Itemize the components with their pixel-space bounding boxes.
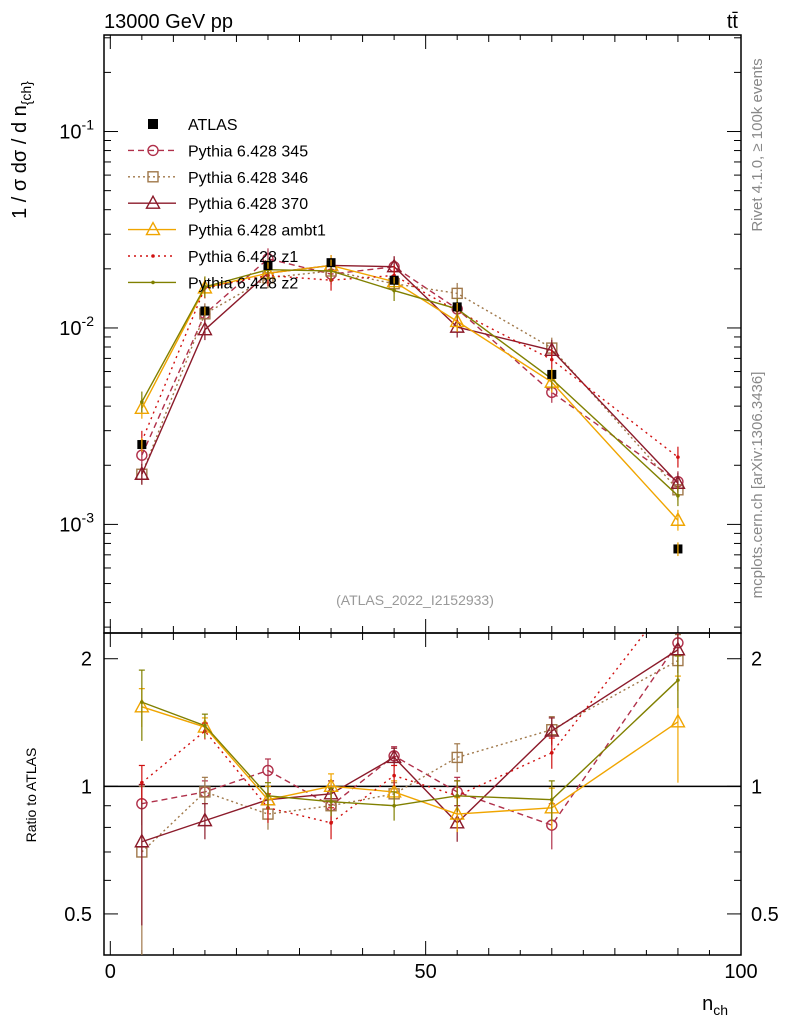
main-panel: 10-3 10-2 10-1 [59, 34, 742, 634]
ratio-marker [676, 589, 680, 593]
ratio-marker [197, 812, 213, 827]
ratio-marker [392, 803, 396, 808]
series-marker [197, 321, 213, 336]
series-line [141, 264, 679, 484]
legend-label: Pythia 6.428 z2 [188, 275, 298, 292]
ratio-marker [329, 799, 333, 804]
series-line [141, 274, 679, 458]
ratio-marker [266, 793, 270, 798]
ratio-tick-label: 2 [81, 649, 92, 671]
legend-marker [145, 221, 161, 236]
main-series-group [134, 248, 686, 557]
ratio-tick-label: 1 [81, 776, 92, 798]
ratio-marker [455, 793, 459, 798]
collision-energy-label: 13000 GeV pp [104, 11, 233, 33]
x-axis-label: nch [702, 993, 728, 1018]
series-line [141, 258, 679, 483]
legend-marker [147, 171, 159, 183]
legend: ATLAS Pythia 6.428 345 Pythia 6.428 346 Pyt… [128, 117, 326, 292]
series-marker [140, 400, 144, 404]
legend-marker [147, 144, 159, 157]
legend-label: Pythia 6.428 ambt1 [188, 223, 326, 240]
ratio-line [141, 642, 679, 826]
ratio-marker [449, 805, 465, 820]
ratio-marker [203, 723, 207, 728]
ratio-frame [103, 632, 742, 956]
legend-label: ATLAS [188, 117, 238, 134]
legend-label: Pythia 6.428 370 [188, 196, 308, 213]
analysis-label: (ATLAS_2022_I2152933) [336, 592, 494, 608]
series-line [141, 270, 679, 491]
x-tick-label: 50 [415, 961, 437, 983]
ratio-line [141, 649, 679, 843]
series-marker [134, 399, 150, 414]
ratio-panel: 0 50 100 0.5 0.5 1 1 2 2 [64, 589, 779, 983]
ratio-marker [451, 751, 463, 764]
legend-marker [145, 194, 161, 209]
ratio-marker [549, 750, 554, 755]
ratio-line [141, 706, 679, 815]
ratio-marker [134, 833, 150, 848]
ratio-y-axis-label: Ratio to ATLAS [23, 748, 39, 843]
y-tick-label: 10-3 [59, 509, 94, 536]
series-marker [549, 357, 554, 362]
ratio-marker [199, 786, 211, 798]
series-line [141, 264, 679, 521]
mcplots-label: mcplots.cern.ch [arXiv:1306.3436] [749, 372, 766, 599]
ratio-marker [329, 821, 333, 825]
x-tick-label: 0 [105, 961, 116, 983]
ratio-marker [392, 773, 396, 778]
process-label: tt̄ [727, 11, 739, 33]
series-line [141, 268, 679, 497]
ratio-line [141, 659, 679, 853]
ratio-marker [670, 713, 686, 728]
ratio-marker [262, 764, 274, 777]
ratio-line [141, 679, 679, 807]
series-marker [670, 511, 686, 526]
legend-marker [151, 254, 155, 258]
legend-label: Pythia 6.428 z1 [188, 249, 298, 266]
ratio-tick-label: 1 [751, 776, 762, 798]
y-axis-label: 1 / σ dσ / d n{ch} [9, 81, 34, 219]
ratio-series-group [134, 589, 686, 955]
series-marker [329, 269, 333, 273]
legend-marker [148, 119, 158, 129]
ratio-line [141, 633, 646, 824]
ratio-marker [140, 780, 144, 785]
legend-label: Pythia 6.428 345 [188, 143, 308, 160]
series-marker [676, 493, 680, 498]
ratio-marker [140, 700, 144, 704]
ratio-marker [544, 722, 560, 737]
ratio-marker [386, 748, 402, 764]
series-marker [134, 465, 150, 480]
series-marker [676, 455, 680, 459]
ratio-tick-label: 2 [751, 649, 762, 671]
ratio-marker [670, 641, 686, 656]
series-marker [392, 288, 396, 293]
x-tick-label: 100 [724, 961, 757, 983]
legend-label: Pythia 6.428 346 [188, 170, 308, 187]
y-tick-label: 10-2 [59, 313, 94, 340]
ratio-tick-label: 0.5 [64, 904, 92, 926]
ratio-tick-label: 0.5 [751, 904, 779, 926]
y-tick-label: 10-1 [59, 117, 94, 144]
series-marker [451, 287, 463, 300]
ratio-marker [549, 797, 554, 802]
series-marker [449, 312, 465, 328]
legend-marker [151, 280, 155, 285]
series-marker [203, 285, 207, 289]
ratio-marker [676, 678, 680, 682]
rivet-version-label: Rivet 4.1.0, ≥ 100k events [749, 58, 766, 231]
